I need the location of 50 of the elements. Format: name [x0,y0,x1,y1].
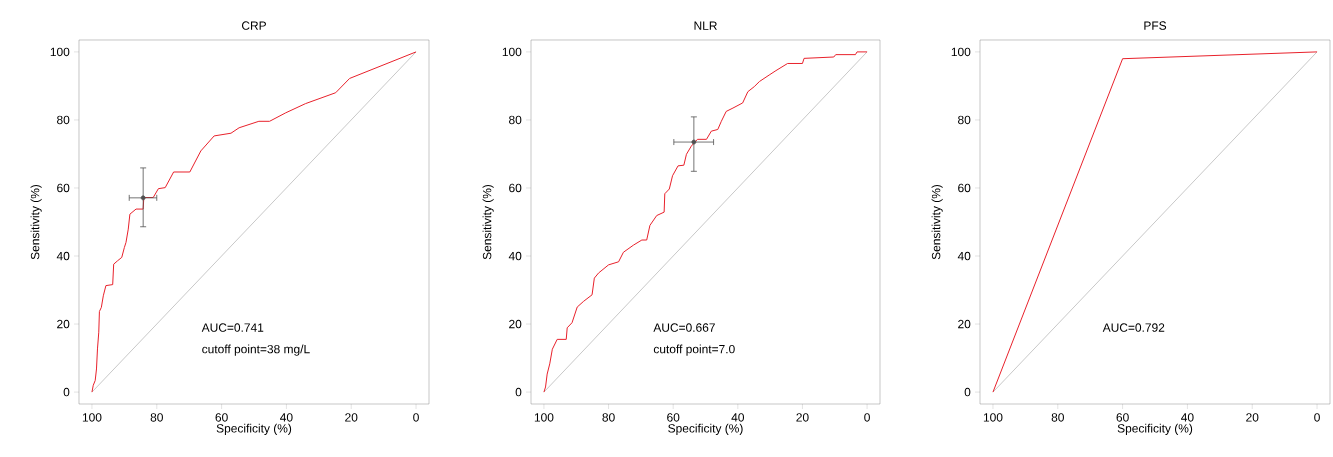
y-tick-label: 0 [63,387,70,397]
y-axis-title: Sensitivity (%) [30,184,42,260]
y-tick-label: 0 [515,387,522,397]
x-axis-title: Specificity (%) [216,423,292,435]
y-tick-label: 60 [57,183,70,193]
y-tick-label: 100 [50,47,70,57]
annotation: cutoff point=38 mg/L [202,344,310,356]
x-tick-label: 40 [280,413,293,422]
x-tick-label: 60 [215,413,228,422]
x-tick-label: 60 [1116,413,1129,422]
x-axis-title: Specificity (%) [1117,423,1193,435]
x-tick-label: 20 [345,413,358,422]
x-tick-label: 0 [864,413,870,422]
annotation: AUC=0.667 [653,323,715,332]
x-tick-label: 40 [1181,413,1194,422]
x-tick-label: 80 [602,413,615,422]
annotation: AUC=0.741 [201,323,264,332]
x-tick-label: 0 [413,413,419,422]
y-tick-label: 80 [57,115,70,125]
y-tick-label: 60 [958,183,971,193]
y-axis-title: Sensitivity (%) [482,184,494,260]
y-tick-label: 100 [951,47,971,57]
x-axis-title: Specificity (%) [668,423,743,435]
x-tick-label: 80 [1051,413,1064,422]
y-tick-label: 0 [964,387,971,397]
x-tick-label: 20 [1246,413,1259,422]
y-tick-label: 20 [958,319,971,329]
annotation: AUC=0.792 [1102,323,1165,332]
x-tick-label: 100 [82,413,102,422]
x-tick-label: 60 [667,413,680,422]
x-tick-label: 0 [1314,413,1320,422]
y-tick-label: 80 [509,115,522,125]
x-tick-label: 40 [731,413,744,422]
y-axis-title: Sensitivity (%) [931,184,943,260]
annotation: cutoff point=7.0 [653,344,735,356]
y-tick-label: 60 [509,183,522,193]
y-tick-label: 20 [509,319,522,329]
x-tick-label: 20 [796,413,809,422]
y-tick-label: 100 [502,47,522,57]
x-tick-label: 80 [150,413,163,422]
chart-title: NLR [694,21,717,30]
chart-title: CRP [241,21,266,30]
y-tick-label: 20 [57,319,70,329]
x-tick-label: 100 [534,413,554,422]
y-tick-label: 80 [958,115,971,125]
y-tick-label: 40 [56,251,70,261]
x-tick-label: 100 [983,413,1003,422]
chart-title: PFS [1144,21,1167,30]
y-tick-label: 40 [508,251,522,261]
y-tick-label: 40 [957,251,971,261]
